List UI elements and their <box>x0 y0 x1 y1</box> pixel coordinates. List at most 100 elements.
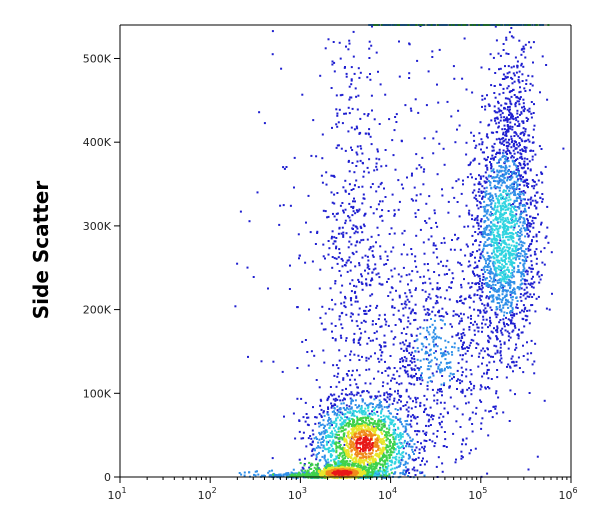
data-point <box>342 378 345 381</box>
data-point <box>402 405 405 407</box>
data-point <box>471 253 473 256</box>
data-point <box>458 337 461 340</box>
data-point <box>507 246 510 249</box>
data-point <box>419 359 422 362</box>
data-point <box>432 374 435 377</box>
data-point <box>476 326 479 329</box>
data-point <box>441 369 444 372</box>
data-point <box>502 91 505 94</box>
data-point <box>379 215 382 218</box>
data-point <box>324 257 326 260</box>
data-point <box>504 209 507 212</box>
data-point <box>518 188 521 190</box>
data-point <box>318 413 321 416</box>
data-point <box>480 190 483 193</box>
data-point <box>502 266 505 269</box>
data-point <box>527 138 530 141</box>
data-point <box>285 166 288 168</box>
data-point <box>486 178 489 181</box>
data-point <box>339 334 342 337</box>
data-point <box>475 342 478 345</box>
data-point <box>457 347 460 350</box>
data-point <box>360 239 363 242</box>
data-point <box>469 173 472 176</box>
data-point <box>282 204 285 207</box>
data-point <box>372 255 375 258</box>
data-point <box>447 366 450 369</box>
data-point <box>494 268 497 271</box>
data-point <box>487 197 490 200</box>
data-point <box>477 355 480 358</box>
data-point <box>504 225 507 228</box>
data-point <box>471 214 474 217</box>
data-point <box>369 382 372 385</box>
data-point <box>456 333 459 336</box>
data-point <box>531 185 534 188</box>
data-point <box>402 463 405 466</box>
data-point <box>311 260 314 263</box>
data-point <box>316 232 319 234</box>
data-point <box>498 169 501 172</box>
data-point <box>526 291 529 294</box>
data-point <box>407 414 410 417</box>
data-point <box>525 116 528 119</box>
data-point <box>375 241 377 244</box>
data-point <box>349 397 352 400</box>
data-point <box>515 248 518 251</box>
data-point <box>491 280 494 283</box>
data-point <box>433 319 436 322</box>
data-point <box>524 179 527 182</box>
data-point <box>503 206 506 209</box>
data-point <box>488 285 491 288</box>
data-point <box>343 428 346 431</box>
data-point <box>388 441 391 444</box>
data-point <box>514 117 517 119</box>
data-point <box>366 463 369 466</box>
data-point <box>408 307 411 310</box>
data-point <box>466 388 469 391</box>
data-point <box>481 417 484 420</box>
data-point <box>318 438 321 441</box>
data-point <box>438 416 441 419</box>
data-point <box>410 335 413 337</box>
data-point <box>488 324 491 327</box>
data-point <box>513 160 516 162</box>
data-point <box>524 172 527 175</box>
data-point <box>515 242 518 245</box>
data-point <box>516 60 519 63</box>
data-point <box>483 244 485 247</box>
data-point <box>380 181 383 184</box>
data-point <box>476 199 479 202</box>
data-point <box>413 375 415 378</box>
data-point <box>410 253 413 256</box>
data-point <box>493 208 496 211</box>
data-point <box>496 228 499 231</box>
data-point <box>439 413 442 416</box>
data-point <box>518 247 521 250</box>
data-point <box>304 339 307 341</box>
data-point <box>472 243 474 246</box>
data-point <box>344 464 347 466</box>
data-point <box>508 109 510 112</box>
data-point <box>516 193 519 196</box>
data-point <box>443 163 446 166</box>
data-point <box>341 93 344 96</box>
data-point <box>496 186 499 188</box>
data-point <box>478 132 481 135</box>
data-point <box>474 217 477 220</box>
data-point <box>362 223 365 226</box>
data-point <box>321 181 324 184</box>
data-point <box>386 259 389 261</box>
data-point <box>490 277 493 280</box>
data-point <box>401 451 404 454</box>
data-point <box>480 138 483 141</box>
data-point <box>427 425 430 428</box>
data-point <box>543 263 546 266</box>
data-point <box>321 305 324 308</box>
data-point <box>368 368 371 371</box>
data-point <box>500 218 503 221</box>
data-point <box>509 246 511 249</box>
data-point <box>414 215 417 218</box>
data-point <box>484 277 487 280</box>
data-point <box>533 372 536 375</box>
